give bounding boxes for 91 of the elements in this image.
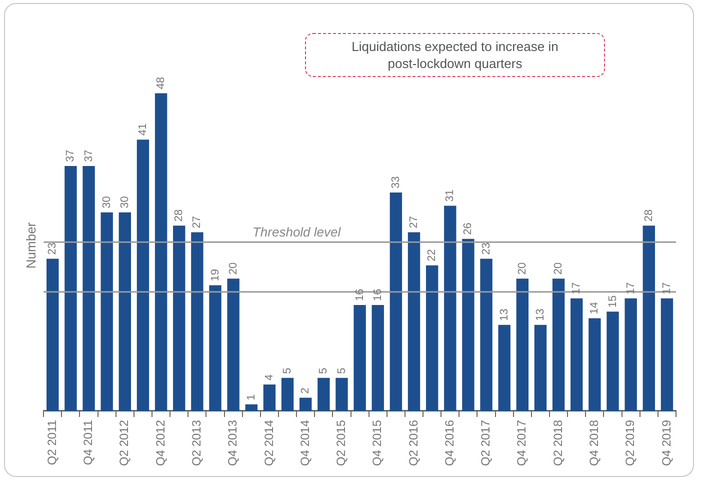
bar <box>136 140 150 411</box>
data-label: 28 <box>642 209 655 222</box>
bar <box>263 384 276 411</box>
data-label: 27 <box>191 216 204 228</box>
x-tick-label: Q2 2013 <box>189 420 204 466</box>
bar <box>64 166 77 411</box>
x-tick-label: Q2 2019 <box>623 420 638 466</box>
x-tick-label: Q2 2015 <box>334 420 348 466</box>
data-label: 5 <box>282 368 294 374</box>
x-tick-label: Q4 2013 <box>226 420 240 466</box>
x-tick-label: Q2 2014 <box>262 420 276 466</box>
data-label: 17 <box>570 282 583 294</box>
bar <box>281 378 294 411</box>
x-tick-label: Q4 2012 <box>153 420 168 466</box>
bar <box>118 212 132 411</box>
bar <box>624 298 637 411</box>
x-tick-label: Q4 2015 <box>370 420 384 466</box>
bar <box>642 226 655 411</box>
data-label: 14 <box>588 302 601 314</box>
data-label: 22 <box>426 249 438 262</box>
bar <box>660 298 674 411</box>
data-label: 20 <box>516 262 528 275</box>
bar <box>444 206 456 411</box>
bar <box>498 324 510 411</box>
data-label: 2 <box>300 388 312 394</box>
bar <box>552 278 565 411</box>
data-label: 13 <box>534 308 547 321</box>
data-label: 23 <box>480 242 492 255</box>
bar <box>588 318 601 411</box>
x-tick-label: Q2 2018 <box>550 420 565 466</box>
data-label: 30 <box>100 196 113 208</box>
data-label: 13 <box>498 308 510 321</box>
data-label: 16 <box>372 288 384 302</box>
data-label: 37 <box>82 150 95 162</box>
text: Liquidations expected to increase in post-lockdown quarters <box>305 33 605 77</box>
data-label: 19 <box>209 268 222 282</box>
data-label: 16 <box>354 288 366 302</box>
bar <box>606 312 619 411</box>
data-label: 48 <box>155 76 168 90</box>
bar <box>462 238 474 411</box>
data-label: 41 <box>137 123 150 136</box>
bar <box>408 232 420 411</box>
data-label: 5 <box>336 368 348 374</box>
bar <box>336 378 348 411</box>
bar <box>516 278 529 411</box>
bar <box>570 298 583 411</box>
data-label: 4 <box>263 374 276 380</box>
bar <box>299 398 312 411</box>
y-axis-title: Number <box>23 222 38 269</box>
x-tick-label: Q2 2017 <box>478 420 493 466</box>
x-tick-label: Q4 2014 <box>298 420 312 466</box>
data-label: 27 <box>408 216 420 228</box>
data-label: 17 <box>624 282 637 294</box>
bar <box>154 93 168 411</box>
x-tick-label: Q4 2017 <box>514 420 529 466</box>
bar <box>227 278 240 411</box>
data-label: 23 <box>46 242 59 255</box>
bar <box>426 265 438 411</box>
data-label: 33 <box>390 176 402 189</box>
bar <box>534 324 547 411</box>
bar <box>173 226 186 411</box>
x-tick-label: Q2 2011 <box>44 420 59 466</box>
bar <box>354 305 366 411</box>
data-label: 30 <box>118 196 131 208</box>
bar <box>372 305 384 411</box>
x-tick-label: Q4 2019 <box>659 420 674 466</box>
data-label: 31 <box>444 190 456 202</box>
data-label: 20 <box>552 262 565 275</box>
x-tick-label: Q2 2012 <box>117 420 132 466</box>
bar <box>480 258 492 411</box>
x-tick-label: Q2 2016 <box>406 420 420 466</box>
data-label: 20 <box>227 262 240 275</box>
bar <box>390 192 402 411</box>
bar <box>100 212 113 411</box>
data-label: 5 <box>318 368 330 374</box>
bar <box>191 232 204 411</box>
ref-line-label: Threshold level <box>252 224 342 240</box>
x-tick-label: Q4 2018 <box>587 420 602 466</box>
x-tick-label: Q4 2016 <box>442 420 456 466</box>
bar <box>318 378 330 411</box>
bar <box>209 285 222 411</box>
bar <box>82 166 95 411</box>
data-label: 1 <box>245 394 258 400</box>
data-label: 26 <box>462 222 474 235</box>
data-label: 15 <box>606 295 619 308</box>
bar <box>46 258 59 411</box>
data-label: 17 <box>660 282 673 294</box>
bar <box>245 404 258 411</box>
data-label: 28 <box>173 209 186 222</box>
x-tick-label: Q4 2011 <box>81 420 96 466</box>
data-label: 37 <box>64 150 77 162</box>
